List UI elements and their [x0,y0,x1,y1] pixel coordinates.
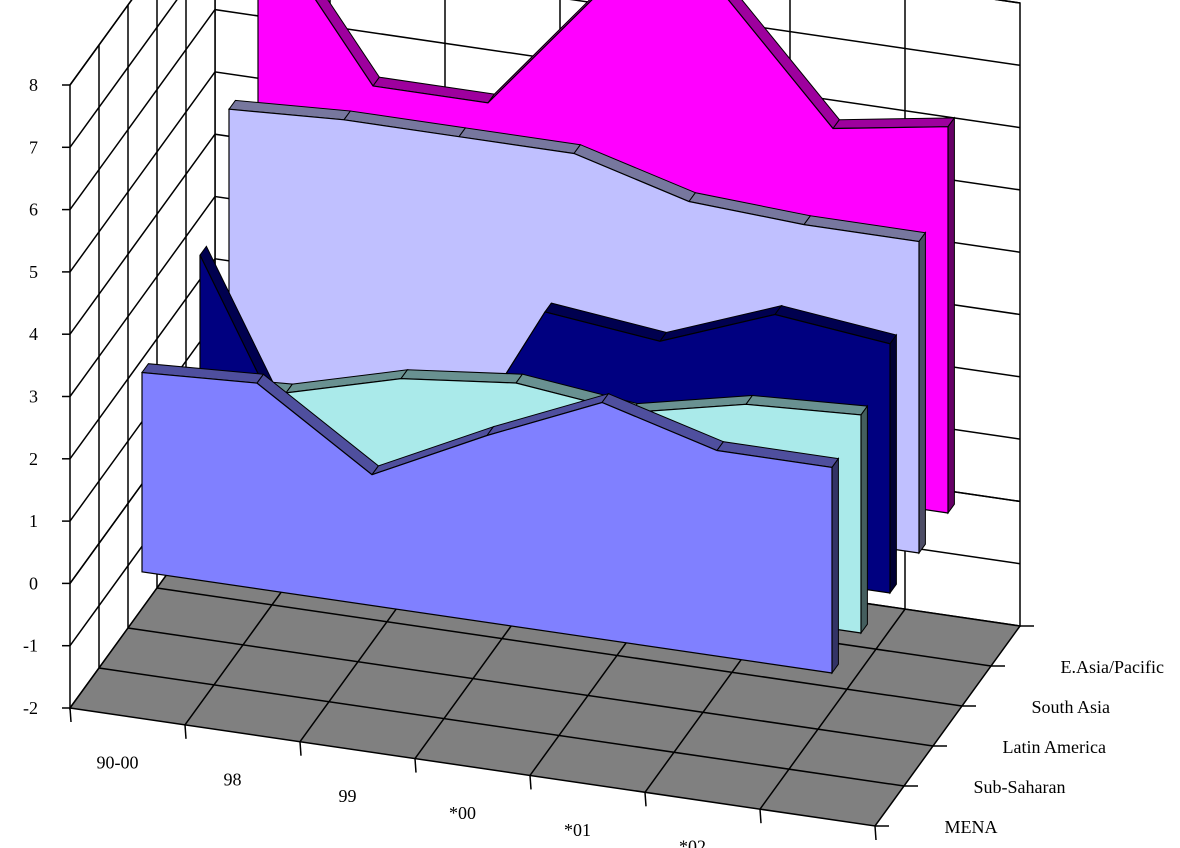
floor-grid-category [759,608,906,810]
x-tick-mark [644,792,647,807]
series-mena [141,363,840,675]
x-tick-label: *02 [679,837,706,848]
y-tick-label: -2 [23,698,38,718]
ribbon-side [918,231,926,555]
x-tick-mark [874,825,877,841]
ribbon-side [860,404,868,635]
x-tick-mark [529,775,532,790]
x-tick-mark [414,758,417,773]
z-tick-label: E.Asia/Pacific [1061,657,1164,677]
floor-grid-depth [98,667,905,787]
x-tick-mark [759,809,762,824]
ribbon-front [141,371,833,674]
y-tick-label: 3 [29,387,38,407]
x-tick-label: 99 [339,786,357,806]
y-tick-label: 7 [29,137,38,157]
x-tick-label: 90-00 [97,752,139,772]
ribbon-side [947,116,955,515]
y-tick-label: 5 [29,262,38,282]
x-tick-mark [69,707,72,723]
ribbon-side [831,457,839,675]
x-tick-mark [299,741,302,756]
x-tick-mark [184,724,187,739]
chart-labels: 876543210-1-290-009899*00*01*02*03E.Asia… [23,75,1164,848]
gridline-value [69,0,1021,86]
y-tick-label: 2 [29,449,38,469]
y-tick-label: 4 [29,324,38,344]
ribbon-side [889,333,897,595]
z-tick-label: MENA [945,817,998,837]
y-tick-label: 8 [29,75,38,95]
floor-grid-depth [156,587,963,707]
z-tick-label: Latin America [1003,737,1106,757]
z-tick-label: South Asia [1032,697,1111,717]
floor-grid-depth [127,627,934,747]
x-tick-label: *01 [564,820,591,840]
y-tick-label: 6 [29,200,38,220]
x-tick-label: 98 [224,769,242,789]
y-tick-label: 1 [29,511,38,531]
z-tick-label: Sub-Saharan [974,777,1066,797]
y-tick-label: 0 [29,573,38,593]
y-tick-label: -1 [23,636,38,656]
chart-series [141,0,956,675]
x-tick-label: *00 [449,803,476,823]
